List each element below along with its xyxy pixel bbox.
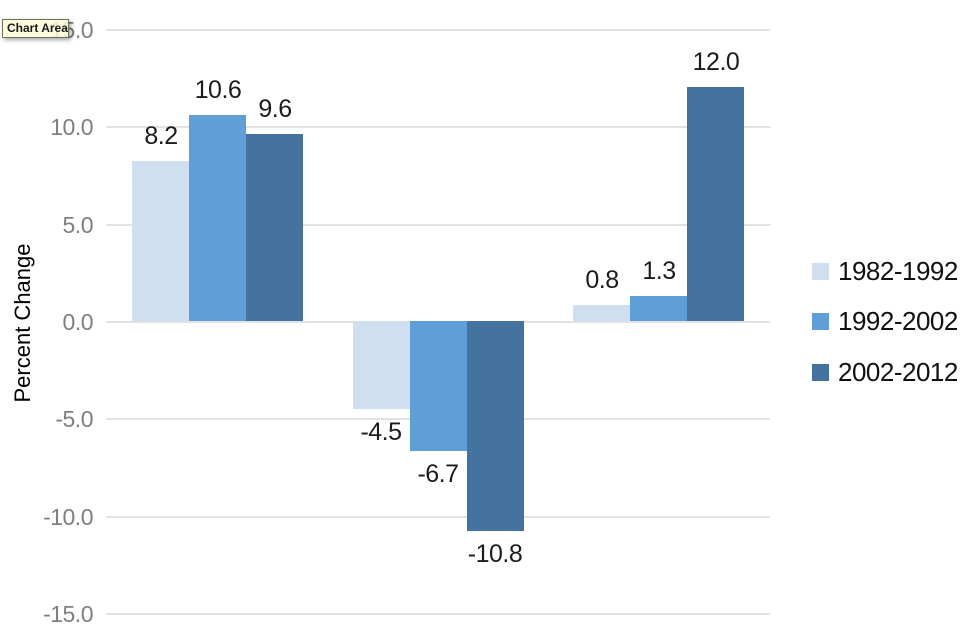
bar-1982-1992-group1[interactable] [132,161,189,321]
legend-label: 2002-2012 [838,356,958,387]
bar-2002-2012-group1[interactable] [246,134,303,321]
gridline-y--15 [106,613,770,615]
data-label: 9.6 [258,95,292,123]
data-label: -4.5 [360,418,402,446]
bar-1992-2002-group3[interactable] [630,296,687,321]
gridline-y--10 [106,516,770,518]
bar-2002-2012-group3[interactable] [687,87,744,321]
legend: 1982-1992 1992-2002 2002-2012 [812,0,960,644]
legend-label: 1992-2002 [838,305,958,336]
bar-1982-1992-group2[interactable] [353,321,410,409]
legend-swatch-icon [812,262,829,280]
legend-label: 1982-1992 [838,255,958,286]
y-tick-label: 0.0 [62,309,94,335]
data-label: 0.8 [585,266,619,294]
bar-1982-1992-group3[interactable] [573,305,630,321]
bar-2002-2012-group2[interactable] [467,321,524,531]
bar-1992-2002-group1[interactable] [189,115,246,321]
data-label: 8.2 [144,122,178,150]
bar-1992-2002-group2[interactable] [410,321,467,451]
legend-swatch-icon [812,363,829,381]
y-tick-label: 10.0 [50,114,93,140]
data-label: -6.7 [417,460,459,488]
y-tick-label: -15.0 [43,601,93,627]
legend-item-2002-2012[interactable]: 2002-2012 [812,356,958,388]
chart-area-tooltip: Chart Area [2,19,69,38]
data-label: 10.6 [194,76,242,104]
gridline-y-5 [106,224,770,226]
legend-item-1982-1992[interactable]: 1982-1992 [812,255,958,287]
y-tick-label: 5.0 [62,212,94,238]
data-label: -10.8 [467,540,523,568]
y-tick-label: -10.0 [43,504,93,530]
legend-item-1992-2002[interactable]: 1992-2002 [812,305,958,337]
data-label: 12.0 [692,48,740,76]
y-tick-label: -5.0 [55,406,93,432]
gridline-y-15 [106,29,770,31]
data-label: 1.3 [642,257,676,285]
gridline-y-10 [106,126,770,128]
legend-swatch-icon [812,312,829,330]
